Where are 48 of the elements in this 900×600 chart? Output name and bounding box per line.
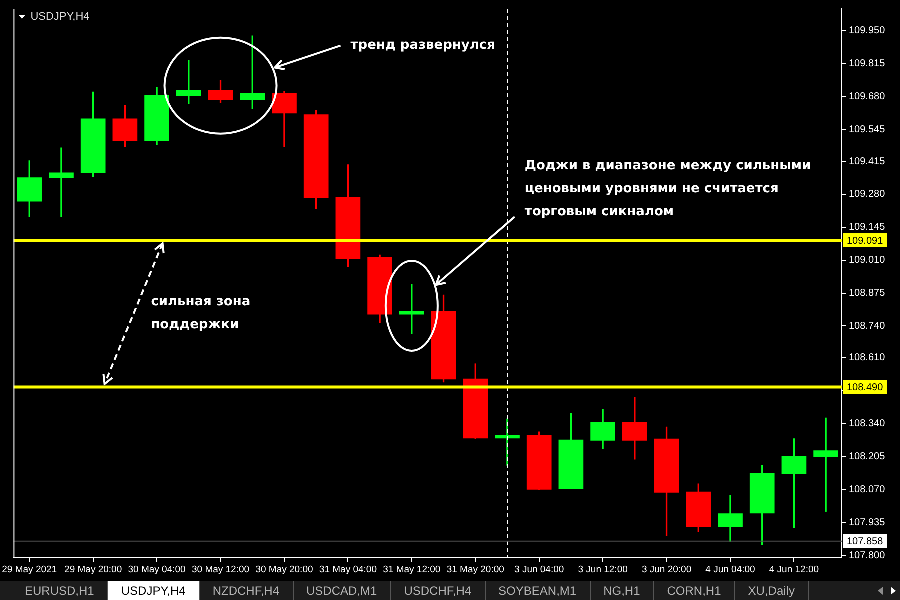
x-tick-label: 3 Jun 12:00 bbox=[578, 564, 628, 576]
right-arrow-icon[interactable] bbox=[891, 587, 896, 595]
ref-line-label: 107.858 bbox=[847, 536, 884, 548]
y-tick-label: 109.950 bbox=[849, 26, 886, 37]
x-tick-label: 29 May 2021 bbox=[2, 564, 58, 576]
x-tick-label: 3 Jun 04:00 bbox=[514, 564, 564, 576]
x-tick-label: 31 May 20:00 bbox=[446, 564, 504, 576]
y-tick-label: 109.415 bbox=[849, 156, 886, 168]
y-tick-label: 108.205 bbox=[849, 451, 886, 462]
tab[interactable]: USDCHF,H4 bbox=[391, 581, 486, 600]
y-tick-label: 109.815 bbox=[849, 58, 886, 70]
y-tick-label: 109.280 bbox=[849, 189, 886, 200]
tab[interactable]: SOYBEAN,M1 bbox=[486, 581, 591, 600]
y-tick-label: 109.680 bbox=[849, 92, 886, 103]
y-tick-label: 109.010 bbox=[849, 255, 886, 266]
y-tick-label: 108.340 bbox=[849, 418, 886, 430]
chart-title: USDJPY,H4 bbox=[30, 11, 90, 24]
candlestick bbox=[49, 148, 74, 217]
tab[interactable]: NZDCHF,H4 bbox=[200, 581, 294, 600]
x-tick-label: 29 May 20:00 bbox=[64, 564, 122, 576]
x-tick-label: 31 May 12:00 bbox=[383, 564, 441, 576]
x-tick-label: 3 Jun 20:00 bbox=[642, 564, 692, 576]
y-tick-label: 107.800 bbox=[849, 550, 886, 562]
x-tick-label: 30 May 20:00 bbox=[256, 564, 314, 576]
annotation: сильная зона поддержки bbox=[151, 294, 251, 333]
tab[interactable]: USDJPY,H4 bbox=[108, 581, 200, 600]
x-tick-label: 30 May 12:00 bbox=[192, 564, 250, 576]
y-tick-label: 108.875 bbox=[849, 288, 886, 300]
tab[interactable]: CORN,H1 bbox=[654, 581, 736, 600]
tab[interactable]: NG,H1 bbox=[590, 581, 654, 600]
ref-line-label: 108.490 bbox=[847, 382, 884, 394]
annotation: тренд развернулся bbox=[350, 38, 496, 54]
ref-line-label: 109.091 bbox=[847, 236, 884, 247]
y-tick-label: 109.145 bbox=[849, 222, 886, 234]
y-tick-label: 108.070 bbox=[849, 484, 886, 496]
x-tick-label: 31 May 04:00 bbox=[319, 564, 377, 576]
y-tick-label: 109.545 bbox=[849, 124, 886, 136]
candlestick bbox=[814, 418, 838, 512]
x-tick-label: 4 Jun 04:00 bbox=[706, 564, 756, 576]
x-tick-label: 30 May 04:00 bbox=[128, 564, 186, 576]
annotation: Доджи в диапазоне между сильными ценовыми уровнями не считается торговым сикналом bbox=[524, 158, 812, 220]
tab[interactable]: XU,Daily bbox=[735, 581, 809, 600]
y-tick-label: 108.740 bbox=[849, 320, 886, 332]
x-tick-label: 4 Jun 12:00 bbox=[769, 564, 820, 576]
y-tick-label: 107.935 bbox=[849, 517, 886, 528]
tab[interactable]: USDCAD,M1 bbox=[294, 581, 392, 600]
left-arrow-icon[interactable] bbox=[878, 587, 883, 595]
y-tick-label: 108.610 bbox=[849, 352, 886, 364]
